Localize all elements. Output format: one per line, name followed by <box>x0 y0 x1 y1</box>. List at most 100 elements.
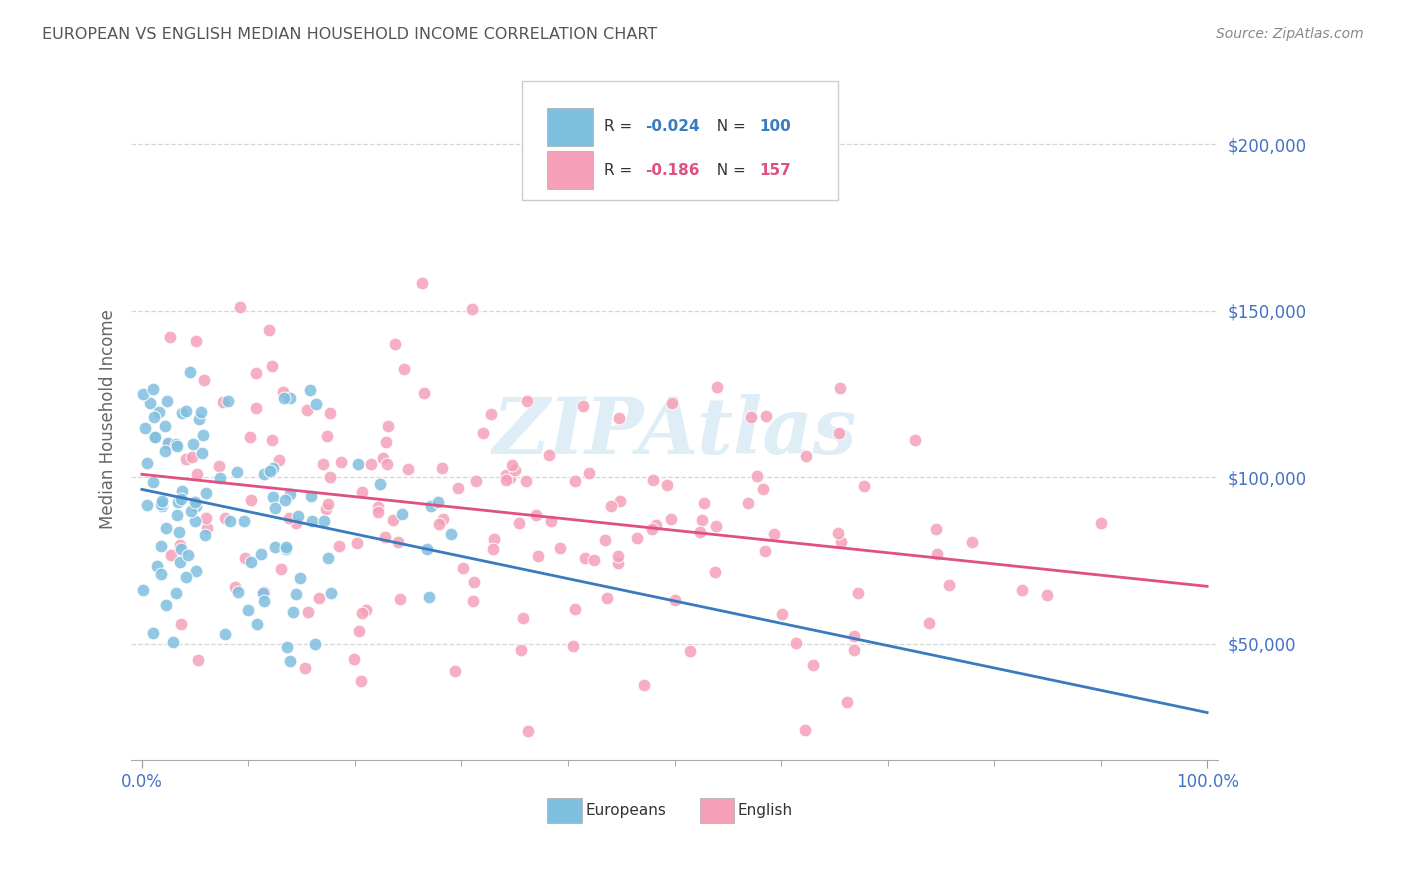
Point <box>354 603 377 617</box>
Point <box>319 586 342 600</box>
Point <box>440 526 463 541</box>
Point <box>194 511 217 525</box>
Point <box>564 601 586 615</box>
Point <box>1090 516 1112 530</box>
Point <box>166 495 188 509</box>
Point <box>319 469 342 483</box>
Point <box>153 444 176 458</box>
Point <box>299 489 322 503</box>
Point <box>169 538 191 552</box>
Point <box>217 394 239 409</box>
Point <box>194 486 217 500</box>
Point <box>250 547 273 561</box>
Point <box>264 501 287 516</box>
Point <box>159 330 181 344</box>
Point <box>384 337 406 351</box>
Point <box>139 396 162 410</box>
Point <box>661 396 683 410</box>
Point <box>837 694 859 708</box>
Point <box>770 607 793 621</box>
Point <box>524 508 547 522</box>
Point <box>315 429 337 443</box>
Point <box>301 514 323 528</box>
Point <box>257 322 280 336</box>
Point <box>315 501 337 516</box>
Point <box>295 402 318 417</box>
FancyBboxPatch shape <box>700 797 734 823</box>
Point <box>842 629 865 643</box>
Point <box>368 477 391 491</box>
Point <box>482 541 505 556</box>
Point <box>785 636 807 650</box>
Text: Europeans: Europeans <box>585 803 666 818</box>
Point <box>828 426 851 441</box>
Point <box>562 640 585 654</box>
Point <box>388 592 411 607</box>
Point <box>927 547 949 561</box>
Point <box>170 483 193 498</box>
Text: ZIPAtlas: ZIPAtlas <box>492 394 856 471</box>
Point <box>245 401 267 415</box>
Point <box>427 516 450 531</box>
Point <box>146 559 169 574</box>
Point <box>299 383 322 397</box>
Point <box>148 405 170 419</box>
Point <box>240 492 263 507</box>
Point <box>308 591 330 605</box>
Point <box>174 404 197 418</box>
Point <box>183 514 205 528</box>
Point <box>515 474 537 488</box>
Point <box>430 461 453 475</box>
Point <box>253 594 276 608</box>
Point <box>224 580 246 594</box>
Text: Source: ZipAtlas.com: Source: ZipAtlas.com <box>1216 27 1364 41</box>
Point <box>737 496 759 510</box>
Point <box>463 593 485 607</box>
Point <box>360 458 382 472</box>
Point <box>367 505 389 519</box>
Point <box>277 510 299 524</box>
Point <box>166 508 188 522</box>
Point <box>297 605 319 619</box>
Text: N =: N = <box>707 162 751 178</box>
Point <box>226 585 249 599</box>
Point <box>160 548 183 562</box>
Point <box>373 450 395 465</box>
Point <box>142 383 165 397</box>
Point <box>169 555 191 569</box>
Point <box>413 386 436 401</box>
Point <box>420 500 443 514</box>
Point <box>690 513 713 527</box>
Point <box>214 510 236 524</box>
Point <box>187 653 209 667</box>
Point <box>226 465 249 479</box>
Point <box>564 475 586 489</box>
Point <box>461 302 484 317</box>
Y-axis label: Median Household Income: Median Household Income <box>100 309 117 529</box>
Point <box>645 517 668 532</box>
Point <box>495 468 517 483</box>
Point <box>633 678 655 692</box>
Point <box>367 500 389 514</box>
FancyBboxPatch shape <box>523 81 838 201</box>
Point <box>606 556 628 570</box>
Point <box>135 456 157 470</box>
Point <box>917 615 939 630</box>
Point <box>432 512 454 526</box>
Point <box>209 471 232 485</box>
Point <box>187 411 209 425</box>
Point <box>214 627 236 641</box>
Point <box>938 577 960 591</box>
Point <box>153 419 176 434</box>
Point <box>508 516 530 530</box>
Point <box>328 540 350 554</box>
Point <box>191 446 214 460</box>
Point <box>260 359 283 373</box>
Point <box>319 406 342 420</box>
Point <box>194 528 217 542</box>
Point <box>207 459 229 474</box>
Point <box>447 481 470 495</box>
Point <box>190 405 212 419</box>
Point <box>643 473 665 487</box>
Point <box>304 637 326 651</box>
